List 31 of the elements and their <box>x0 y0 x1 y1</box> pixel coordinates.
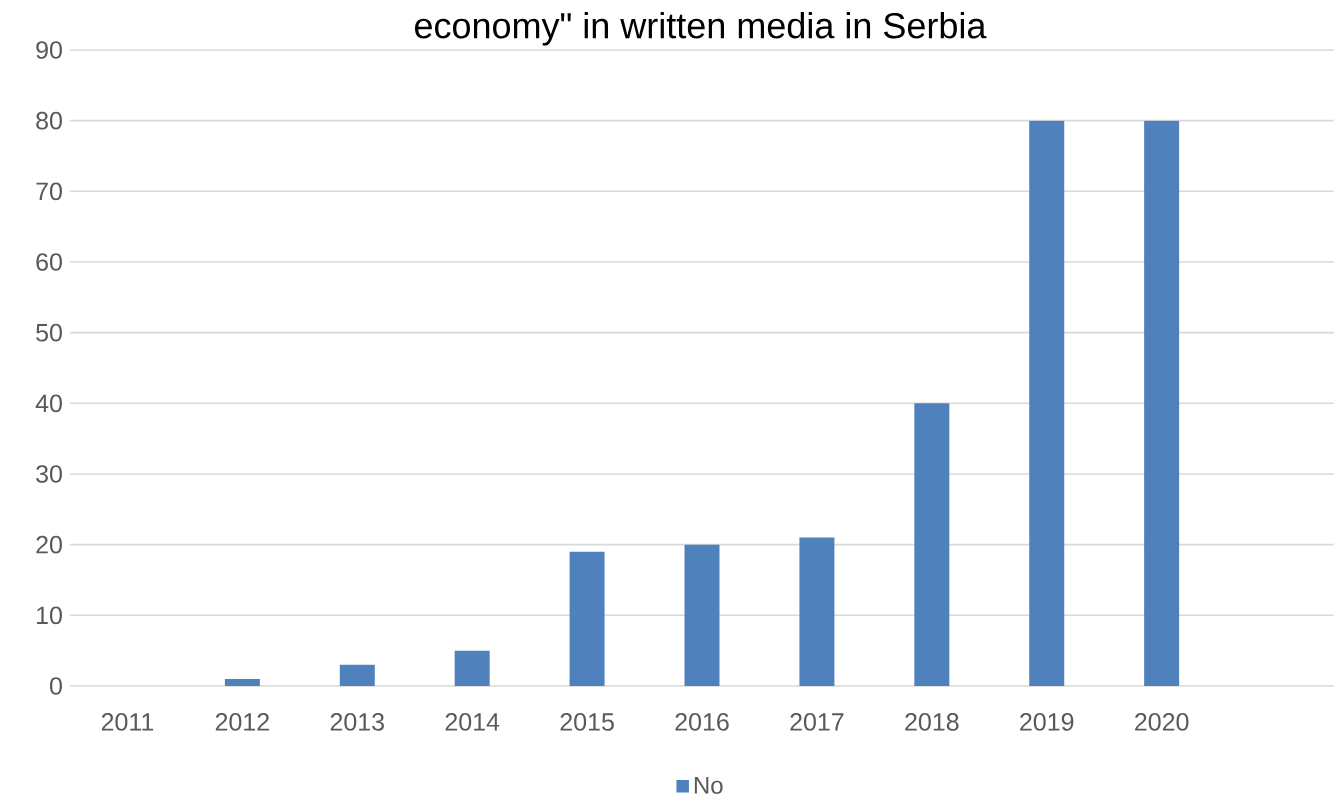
x-tick-label: 2019 <box>1020 713 1074 731</box>
bar <box>799 537 835 686</box>
bar <box>1144 120 1180 686</box>
chart-title: economy" in written media in Serbia <box>415 12 987 46</box>
y-tick-label: 50 <box>36 323 62 342</box>
x-tick-label: 2018 <box>905 713 959 731</box>
bar <box>224 678 260 686</box>
y-tick-label: 0 <box>50 677 62 695</box>
y-tick-label: 20 <box>36 535 62 554</box>
x-tick-label: 2013 <box>330 713 384 731</box>
x-tick-label: 2017 <box>790 713 844 731</box>
bar <box>1029 120 1065 686</box>
x-tick-label: 2016 <box>675 713 729 731</box>
y-tick-label: 40 <box>35 394 62 413</box>
bar <box>454 650 490 686</box>
y-tick-label: 90 <box>36 41 62 59</box>
y-tick-label: 10 <box>37 606 62 625</box>
legend-label: No <box>694 777 723 794</box>
y-tick-label: 60 <box>36 253 62 271</box>
bar <box>339 664 375 686</box>
x-tick-label: 2015 <box>560 713 614 731</box>
x-tick-label: 2014 <box>445 713 500 731</box>
x-tick-label: 2020 <box>1135 713 1189 731</box>
y-tick-label: 70 <box>36 182 62 201</box>
y-tick-label: 80 <box>36 111 62 130</box>
x-tick-label: 2011 <box>101 713 154 731</box>
bar <box>684 544 720 686</box>
y-tick-label: 30 <box>36 465 62 483</box>
bar <box>914 403 950 686</box>
bar <box>569 551 605 686</box>
x-tick-label: 2012 <box>215 713 269 731</box>
